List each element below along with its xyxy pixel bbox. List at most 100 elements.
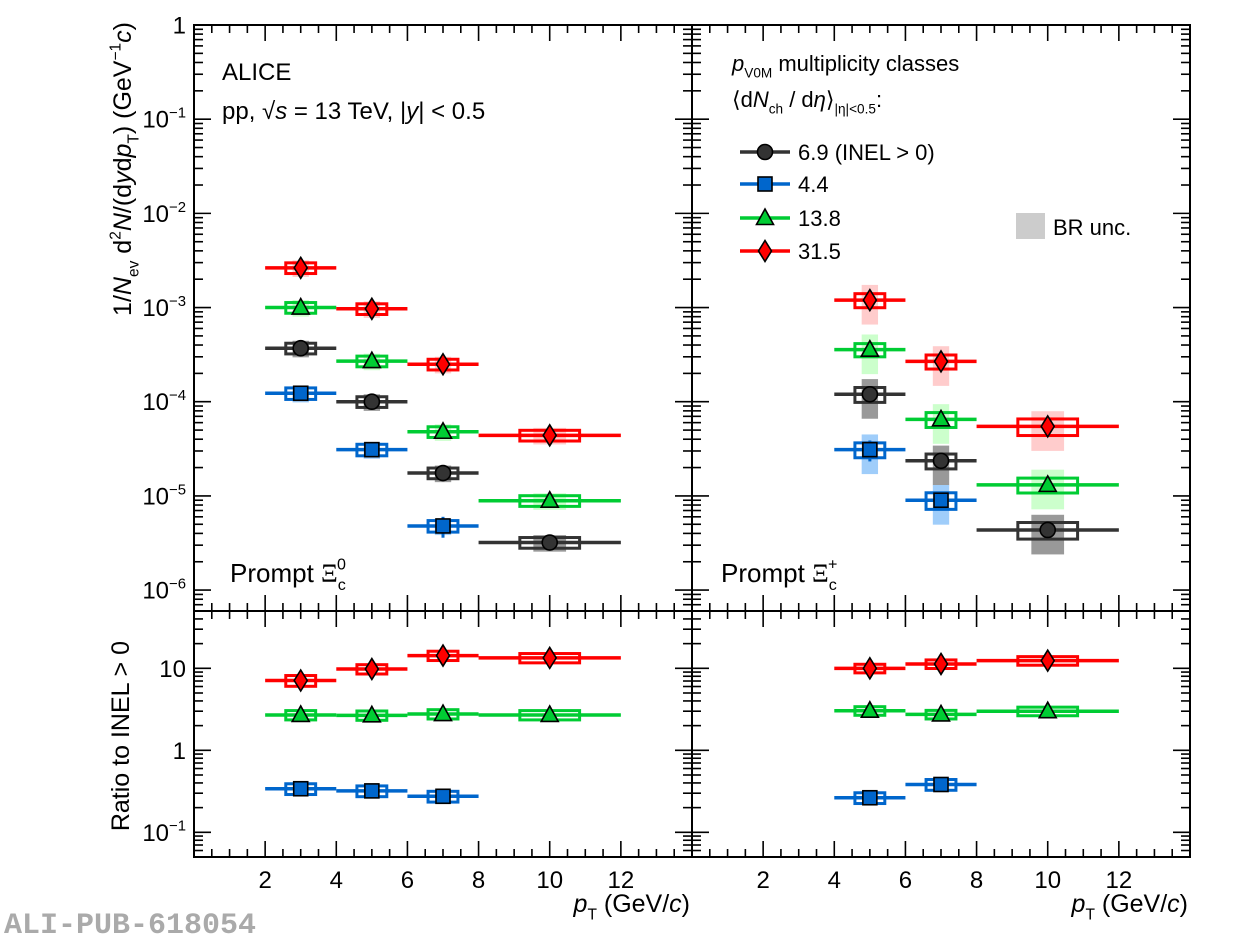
data-point-m138	[931, 703, 951, 722]
text-segment: 10	[142, 389, 169, 416]
text-segment: ch	[769, 102, 783, 117]
data-point-m44	[435, 788, 451, 805]
text-segment: N	[109, 276, 137, 295]
data-point-m138	[539, 704, 560, 723]
legend-label: 6.9 (INEL > 0)	[798, 140, 935, 165]
data-point-inel	[932, 452, 950, 470]
x-tick-label: 10	[536, 867, 563, 894]
x-tick-label: 4	[828, 867, 841, 894]
data-point-m315	[364, 657, 380, 682]
text-segment: η	[814, 87, 826, 112]
data-point-m138	[860, 700, 880, 719]
text-segment: Prompt	[230, 558, 321, 588]
data-point-m315	[862, 656, 878, 681]
data-point-m138	[362, 350, 382, 369]
text-segment: p	[731, 51, 744, 76]
text-segment: T	[126, 134, 143, 144]
y-axis-title: Ratio to INEL > 0	[107, 641, 135, 831]
text-segment: Ξ	[321, 559, 338, 588]
text-segment: (GeV/	[1095, 890, 1167, 918]
data-point-m44	[933, 492, 949, 509]
legend-entry: 13.8	[740, 206, 841, 231]
data-layer	[265, 255, 1119, 806]
x-tick-label: 12	[1106, 867, 1133, 894]
data-point-m44	[364, 783, 380, 799]
text-segment: c	[829, 576, 837, 594]
text-segment: p	[109, 144, 137, 159]
data-point-inel	[1039, 521, 1057, 539]
y-tick-label: 10	[159, 656, 186, 683]
legend-marker-triangle	[755, 207, 775, 226]
text-segment: d	[109, 158, 137, 172]
y-tick-label: 10−1	[142, 819, 186, 847]
text-segment: p	[1071, 890, 1086, 918]
watermark: ALI-PUB-618054	[4, 909, 256, 940]
text-segment: c	[669, 890, 682, 918]
y-tick-label: 10−2	[142, 200, 186, 228]
y-tick-label: 10−4	[142, 388, 186, 416]
text-segment: /(d	[109, 184, 137, 213]
legend-marker-square	[757, 176, 773, 192]
text-segment: p	[573, 890, 588, 918]
text-segment: Prompt	[721, 558, 812, 588]
data-point-m138	[1037, 700, 1058, 719]
legend-label: 4.4	[798, 172, 829, 197]
text-segment: −6	[169, 577, 186, 593]
text-segment: 10	[142, 201, 169, 228]
text-segment: −1	[169, 819, 186, 835]
data-point-inel	[434, 464, 452, 482]
data-point-m315	[1040, 648, 1056, 673]
legend-entry: 6.9 (INEL > 0)	[740, 140, 935, 165]
legend-marker-diamond	[757, 238, 773, 264]
legend: BR unc. pV0M multiplicity classes ⟨dNch /…	[731, 51, 1131, 264]
data-point-m138	[290, 704, 311, 723]
text-segment: 10	[142, 107, 169, 134]
text-segment: −2	[169, 200, 186, 216]
axes-layer	[193, 24, 1191, 858]
particle-label: Prompt Ξc 0	[230, 556, 346, 594]
text-segment: 10	[142, 820, 169, 847]
text-segment: 0	[337, 556, 346, 574]
data-point-m44	[364, 441, 380, 458]
text-segment: ) (GeV	[109, 60, 137, 134]
br-unc-label: BR unc.	[1053, 215, 1131, 240]
panel-top-right	[834, 284, 1119, 555]
x-tick-label: 10	[1034, 867, 1061, 894]
legend-header: pV0M multiplicity classes	[731, 51, 959, 81]
x-tick-label: 8	[472, 867, 485, 894]
y-tick-label: 10−6	[142, 577, 186, 605]
text-segment: 10	[142, 578, 169, 605]
text-segment: Ratio to INEL > 0	[107, 641, 135, 831]
text-segment: y	[109, 170, 137, 186]
data-point-inel	[861, 385, 879, 403]
y-tick-label: 10−1	[142, 106, 186, 134]
text-segment: :	[876, 87, 882, 112]
x-tick-label: 6	[401, 867, 414, 894]
data-point-m138	[931, 408, 951, 427]
text-segment: −1	[108, 43, 125, 61]
data-point-m315	[933, 349, 949, 374]
text-segment: −3	[169, 294, 186, 310]
data-point-m138	[539, 490, 560, 508]
text-segment: | < 0.5	[418, 98, 485, 125]
y-tick-label: 10−5	[142, 482, 186, 510]
data-point-m315	[364, 296, 380, 321]
text-segment: / d	[783, 87, 814, 112]
panel-top-left	[265, 255, 621, 552]
text-segment: |η|<0.5	[834, 102, 875, 117]
text-segment: Ξ	[812, 559, 829, 588]
data-point-m138	[860, 339, 880, 357]
data-point-m138	[433, 703, 453, 722]
text-segment: N	[753, 87, 769, 112]
data-point-m44	[292, 385, 309, 402]
text-segment: 1/	[109, 295, 137, 316]
data-point-m138	[1037, 474, 1058, 493]
data-point-m315	[293, 668, 309, 693]
text-segment: +	[828, 556, 837, 574]
legend-label: 13.8	[798, 206, 841, 231]
legend-label: 31.5	[798, 239, 841, 264]
text-segment: y	[404, 98, 420, 125]
text-segment: 10	[142, 483, 169, 510]
x-tick-label: 2	[258, 867, 271, 894]
